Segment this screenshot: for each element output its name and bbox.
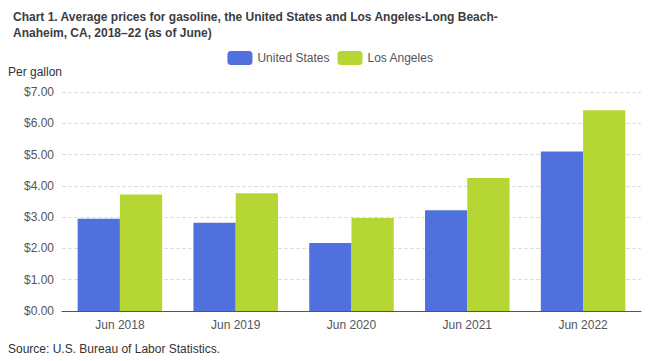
svg-text:$2.00: $2.00 (24, 241, 54, 255)
svg-text:Source: U.S. Bureau of Labor S: Source: U.S. Bureau of Labor Statistics. (8, 342, 220, 356)
svg-text:Jun 2020: Jun 2020 (327, 318, 377, 332)
svg-text:United States: United States (257, 51, 329, 65)
svg-text:Jun 2019: Jun 2019 (211, 318, 261, 332)
svg-text:$5.00: $5.00 (24, 148, 54, 162)
svg-text:Jun 2021: Jun 2021 (443, 318, 493, 332)
svg-text:Jun 2018: Jun 2018 (95, 318, 145, 332)
svg-text:$1.00: $1.00 (24, 273, 54, 287)
svg-text:$4.00: $4.00 (24, 179, 54, 193)
svg-text:Per gallon: Per gallon (8, 65, 62, 79)
svg-text:$6.00: $6.00 (24, 116, 54, 130)
svg-text:Anaheim, CA, 2018–22 (as of Ju: Anaheim, CA, 2018–22 (as of June) (13, 26, 212, 40)
svg-text:$7.00: $7.00 (24, 85, 54, 99)
svg-text:Jun 2022: Jun 2022 (558, 318, 608, 332)
svg-text:$3.00: $3.00 (24, 210, 54, 224)
svg-text:$0.00: $0.00 (24, 304, 54, 318)
svg-text:Los Angeles: Los Angeles (367, 51, 432, 65)
svg-text:Chart 1. Average prices for ga: Chart 1. Average prices for gasoline, th… (13, 10, 498, 24)
